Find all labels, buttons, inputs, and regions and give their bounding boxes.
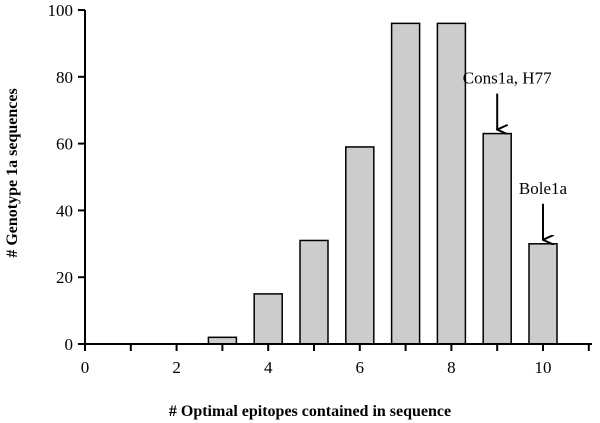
axes-layer — [84, 10, 592, 345]
x-tick-label-10: 10 — [535, 358, 552, 377]
x-tick-label-4: 4 — [264, 358, 273, 377]
ticks-layer: 0 20 40 60 80 100 0 2 4 6 8 10 — [48, 1, 590, 377]
annotation-label-1: Cons1a, H77 — [463, 69, 552, 88]
bar-x-5 — [299, 239, 329, 345]
bar-x-8 — [436, 22, 467, 345]
annotations-layer: Cons1a, H77 Bole1a — [463, 69, 568, 240]
bar-x-7 — [390, 22, 421, 345]
bar-x-3 — [207, 336, 238, 345]
y-tick-label-0: 0 — [65, 335, 74, 354]
bars-layer — [207, 22, 558, 345]
x-tick-label-0: 0 — [81, 358, 90, 377]
bar-x-10 — [528, 243, 558, 345]
y-tick-label-20: 20 — [56, 268, 73, 287]
y-tick-label-80: 80 — [56, 68, 73, 87]
y-tick-label-60: 60 — [56, 135, 73, 154]
y-axis-label: # Genotype 1a sequences — [4, 88, 21, 257]
x-tick-label-6: 6 — [356, 358, 365, 377]
bar-x-6 — [345, 146, 375, 345]
y-tick-label-40: 40 — [56, 201, 73, 220]
y-tick-label-100: 100 — [48, 1, 74, 20]
x-tick-label-2: 2 — [172, 358, 181, 377]
x-axis-label: # Optimal epitopes contained in sequence — [169, 403, 451, 420]
x-tick-label-8: 8 — [447, 358, 456, 377]
bar-x-9 — [482, 132, 512, 345]
annotation-label-2: Bole1a — [519, 179, 568, 198]
bar-x-4 — [253, 293, 283, 345]
